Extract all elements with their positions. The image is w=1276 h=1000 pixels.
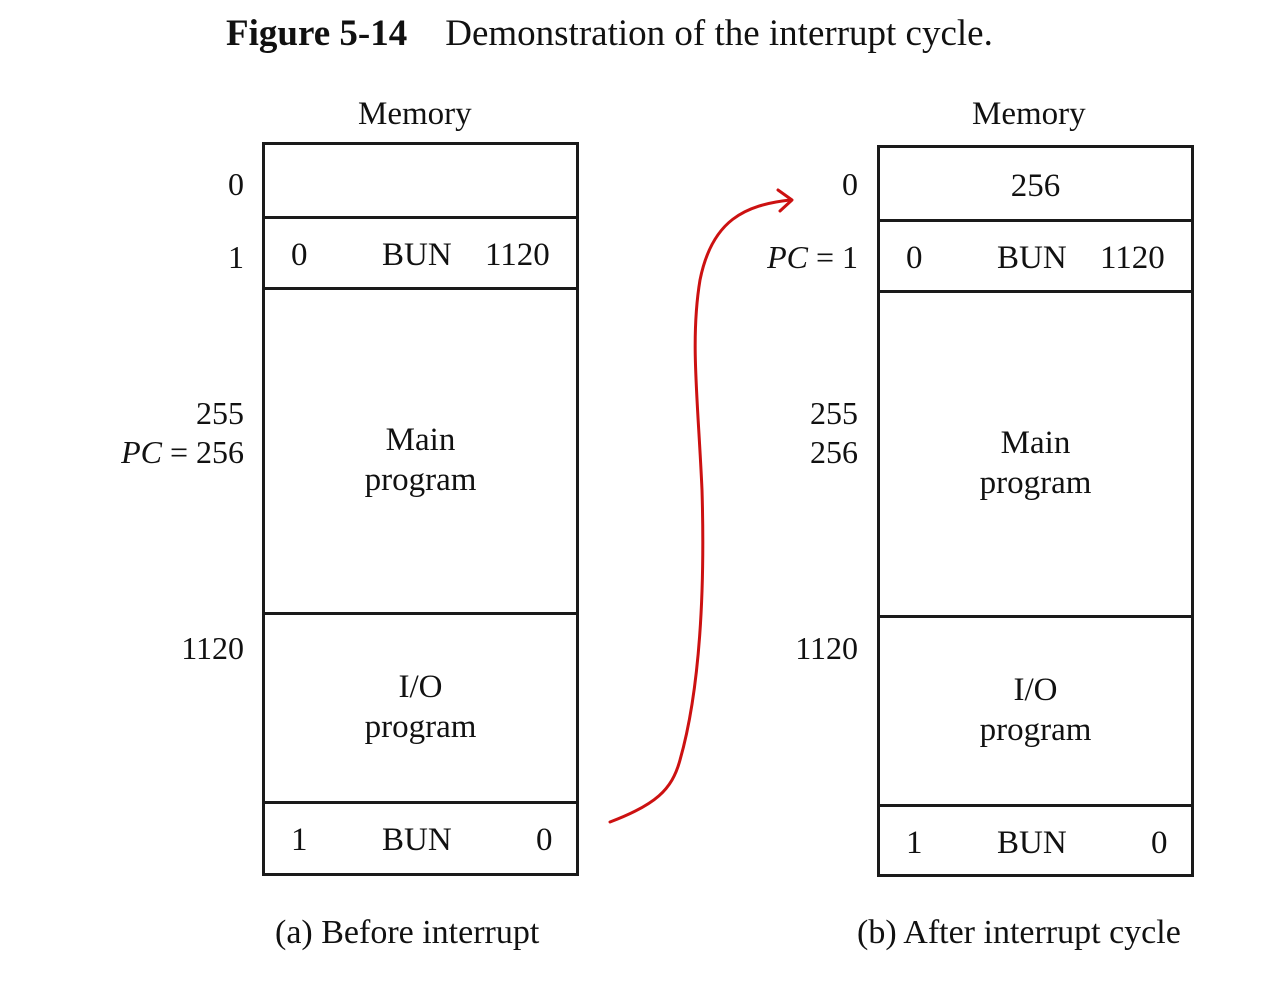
left-main-line1: Main [385,422,456,458]
left-io-program: I/O program [265,612,576,802]
figure-title: Figure 5-14 Demonstration of the interrup… [226,12,993,55]
left-address-0: 0 [228,166,244,202]
left-io-line1: I/O [398,669,443,705]
left-pc-label: PC [121,434,162,470]
right-pc-label: PC [767,239,808,275]
arrow-head-icon [776,188,794,213]
arrow-curve [608,198,792,824]
right-cell0-value: 256 [1010,168,1061,204]
figure-caption: Demonstration of the interrupt cycle. [445,13,993,54]
right-memory-label: Memory [972,96,1086,132]
right-address-0: 0 [842,166,858,202]
right-cell1-i: 0 [906,240,923,276]
left-cell1-op: BUN [382,237,452,273]
left-pc-value: = 256 [161,434,244,470]
left-cell1-i: 0 [291,237,308,273]
left-last-addr: 0 [536,822,553,858]
left-last-cell: 1 BUN 0 [265,801,576,876]
left-main-line2: program [364,462,477,498]
right-cell-0: 256 [880,148,1191,222]
left-address-1120: 1120 [181,630,244,666]
figure-number: Figure 5-14 [226,13,408,54]
right-cell-1: 0 BUN 1120 [880,219,1191,293]
left-caption: (a) Before interrupt [275,914,540,951]
left-last-i: 1 [291,822,308,858]
left-address-255: 255 [196,395,244,431]
right-last-i: 1 [906,825,923,861]
right-io-program: I/O program [880,615,1191,805]
right-address-pc-1: PC = 1 [658,237,858,277]
left-memory-box: 0 BUN 1120 Main program I/O program 1 BU… [262,142,579,876]
left-cell-1: 0 BUN 1120 [265,216,576,290]
right-address-256: 256 [810,434,858,470]
left-address-1: 1 [228,239,244,275]
right-cell1-addr: 1120 [1100,240,1165,276]
right-io-line2: program [979,712,1092,748]
right-caption: (b) After interrupt cycle [857,914,1181,951]
left-address-pc-256: PC = 256 [44,432,244,472]
right-main-program: Main program [880,290,1191,616]
right-main-line1: Main [1000,425,1071,461]
right-last-addr: 0 [1151,825,1168,861]
right-memory-box: 256 0 BUN 1120 Main program I/O program … [877,145,1194,877]
right-last-op: BUN [997,825,1067,861]
right-main-line2: program [979,465,1092,501]
left-io-line2: program [364,709,477,745]
right-io-line1: I/O [1013,672,1058,708]
left-cell1-addr: 1120 [485,237,550,273]
left-memory-label: Memory [358,96,472,132]
left-main-program: Main program [265,287,576,613]
right-cell1-op: BUN [997,240,1067,276]
left-last-op: BUN [382,822,452,858]
right-last-cell: 1 BUN 0 [880,804,1191,877]
right-pc-value: = 1 [807,239,858,275]
right-address-255: 255 [810,395,858,431]
right-address-1120: 1120 [795,630,858,666]
